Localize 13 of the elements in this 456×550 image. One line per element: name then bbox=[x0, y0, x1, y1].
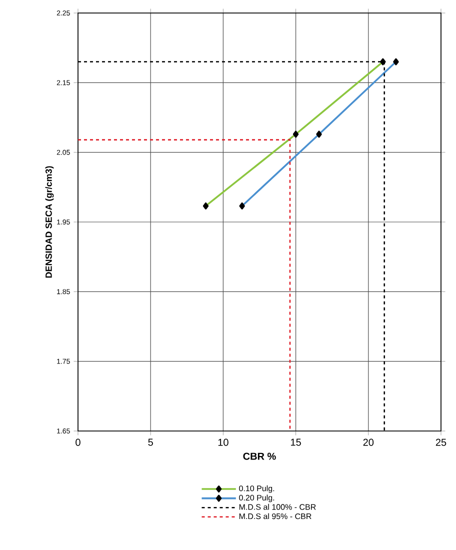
point bbox=[380, 58, 386, 66]
x-tick-label: 5 bbox=[148, 438, 153, 446]
x-tick-label: 15 bbox=[291, 438, 301, 446]
x-tick-label: 10 bbox=[218, 438, 228, 446]
legend-label: 0.10 Pulg. bbox=[239, 485, 274, 493]
legend-label: 0.20 Pulg. bbox=[239, 494, 274, 502]
x-tick-label: 25 bbox=[436, 438, 446, 446]
x-tick-label: 20 bbox=[363, 438, 374, 446]
legend-label: M.D.S al 95% - CBR bbox=[239, 513, 312, 520]
legend-label: M.D.S al 100% - CBR bbox=[239, 504, 316, 510]
y-axis-title: DENSIDAD SECA (gr/cm3) bbox=[45, 166, 54, 278]
x-tick-label: 0 bbox=[76, 438, 80, 446]
x-axis-title: CBR % bbox=[243, 452, 276, 460]
